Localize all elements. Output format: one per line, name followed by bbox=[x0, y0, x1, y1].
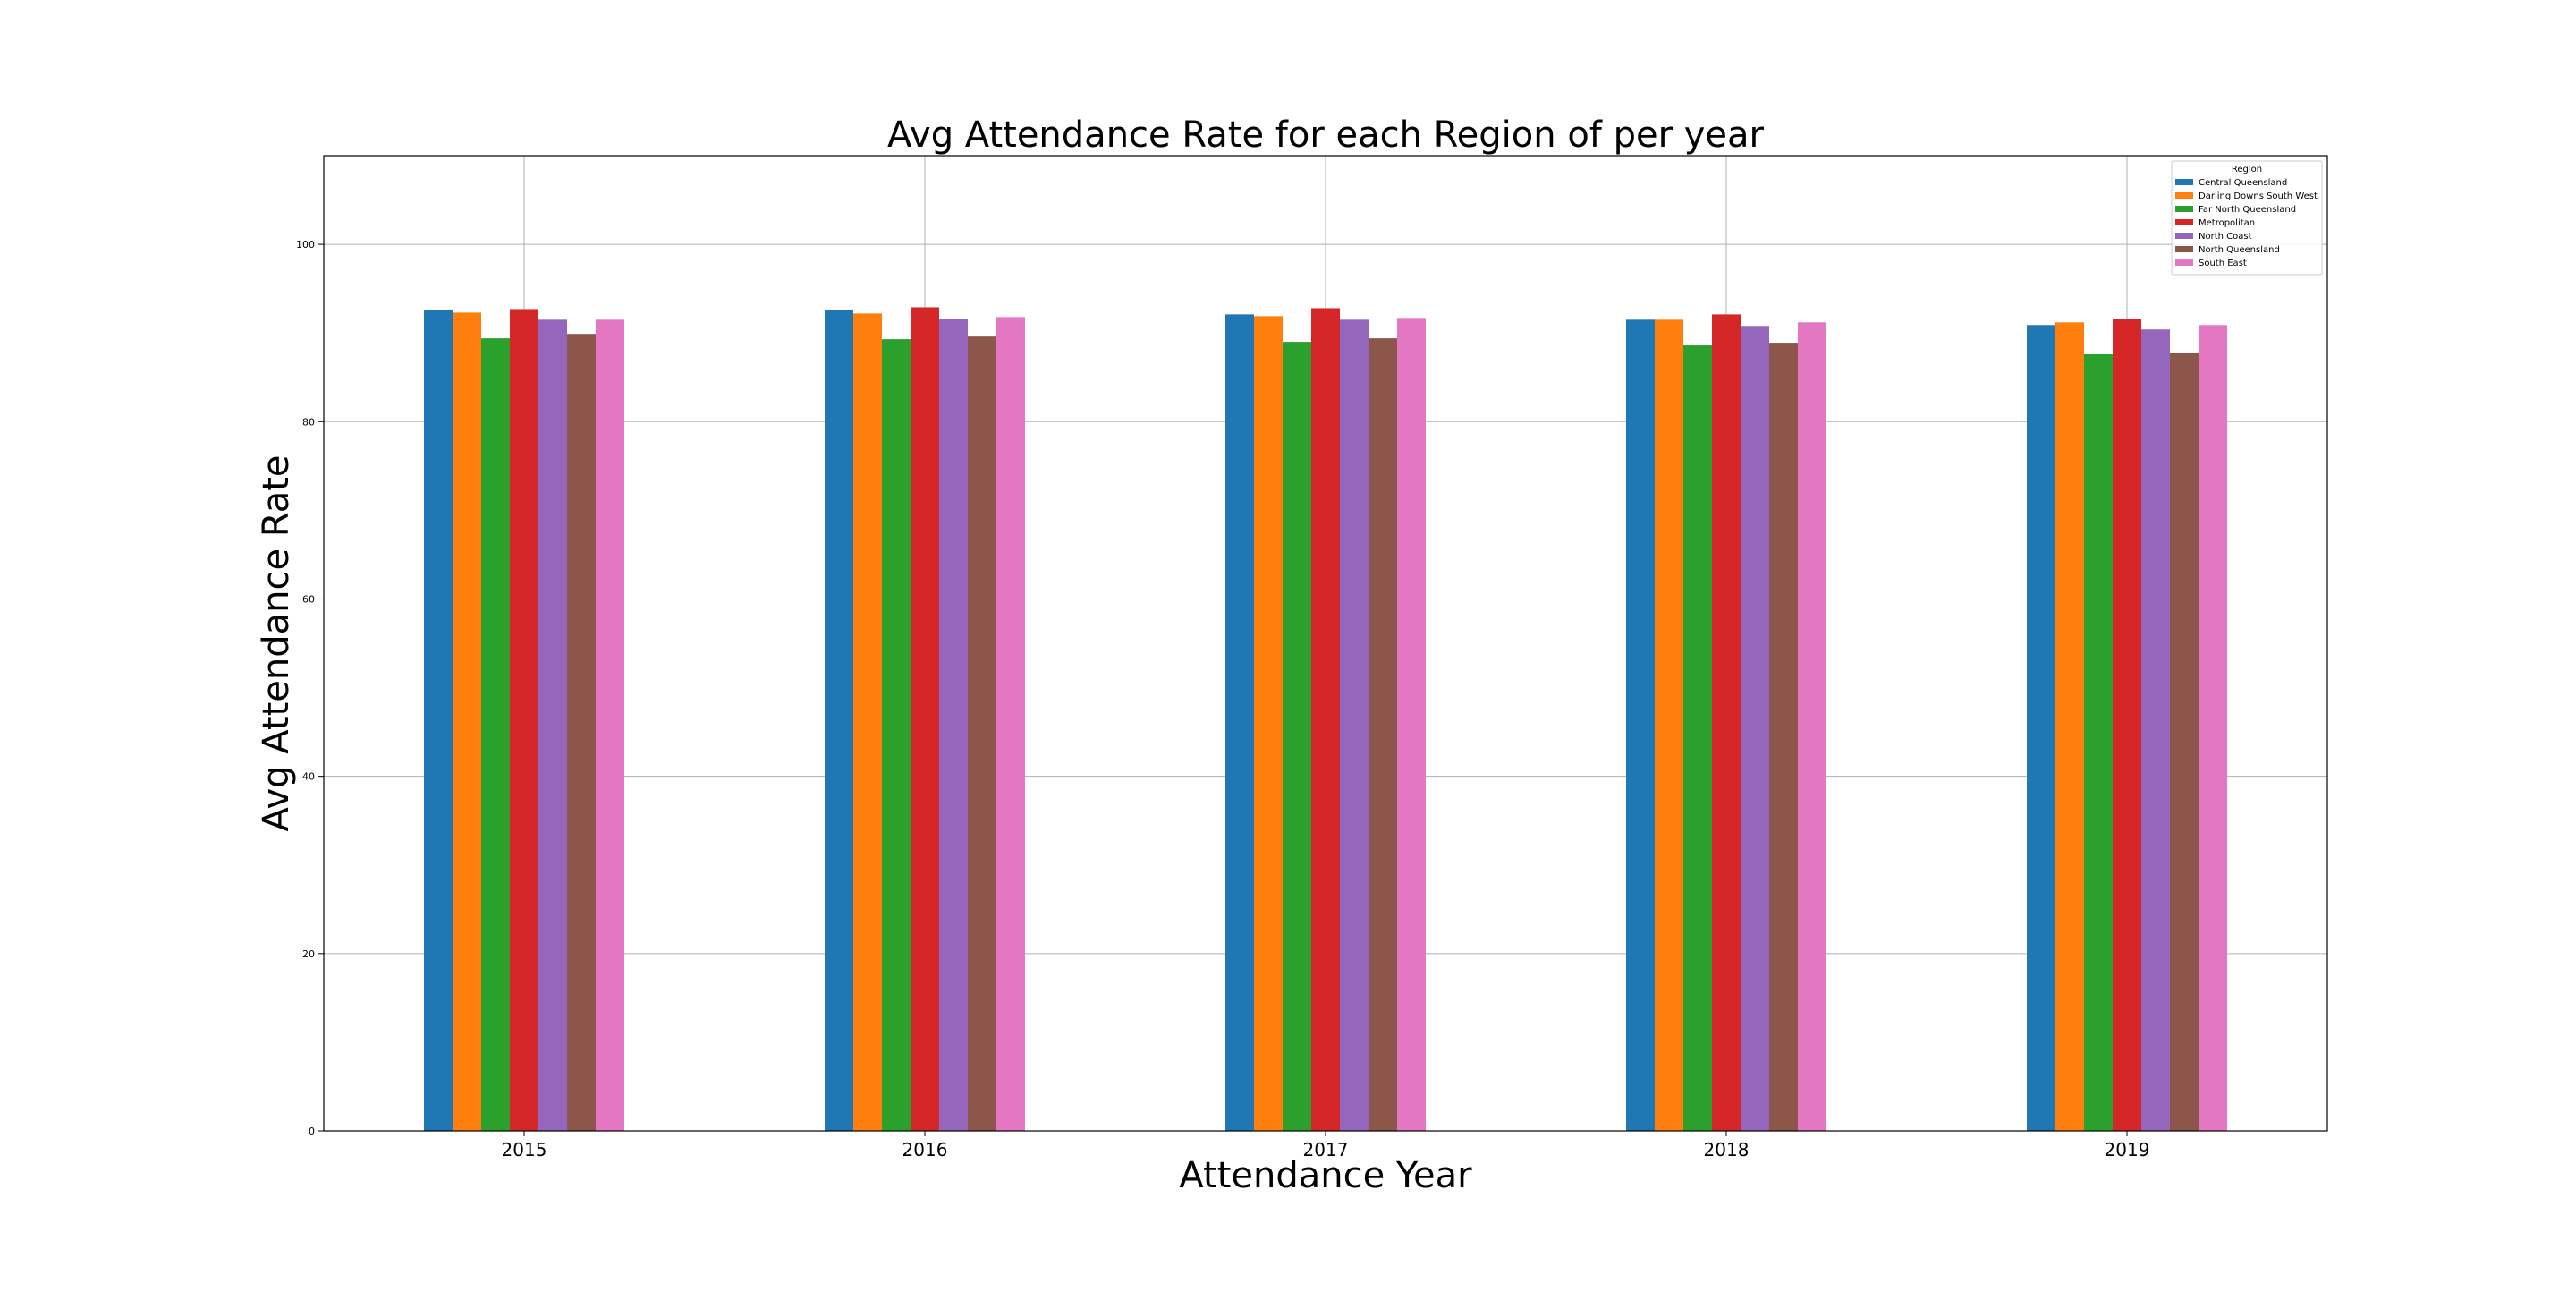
y-axis-label: Avg Attendance Rate bbox=[256, 455, 297, 831]
bar bbox=[1311, 308, 1340, 1131]
x-tick-label: 2015 bbox=[502, 1139, 547, 1160]
legend-swatch bbox=[2175, 179, 2193, 185]
legend-label: Central Queensland bbox=[2199, 178, 2287, 188]
legend-swatch bbox=[2175, 219, 2193, 225]
legend-title: Region bbox=[2232, 165, 2262, 174]
bar bbox=[453, 312, 481, 1132]
bar bbox=[538, 319, 567, 1131]
legend-label: Darling Downs South West bbox=[2199, 191, 2318, 201]
bar bbox=[2084, 353, 2113, 1131]
bar bbox=[2027, 325, 2055, 1131]
bar bbox=[939, 319, 968, 1131]
legend-label: North Queensland bbox=[2199, 245, 2280, 255]
legend-swatch bbox=[2175, 246, 2193, 252]
y-tick-label: 0 bbox=[309, 1126, 315, 1137]
bar bbox=[2055, 322, 2084, 1132]
y-axis: 0 20 40 60 80 100 bbox=[296, 239, 324, 1137]
bar bbox=[567, 334, 596, 1131]
x-tick-label: 2018 bbox=[1704, 1139, 1750, 1160]
bar bbox=[1254, 316, 1283, 1131]
bars bbox=[424, 307, 2227, 1132]
y-tick-label: 60 bbox=[302, 593, 315, 605]
bar bbox=[1712, 314, 1741, 1131]
legend-label: Metropolitan bbox=[2199, 218, 2255, 228]
x-tick-label: 2019 bbox=[2105, 1139, 2150, 1160]
y-tick-label: 80 bbox=[302, 416, 315, 428]
bar bbox=[481, 338, 510, 1131]
y-tick-label: 40 bbox=[302, 771, 315, 783]
x-tick-label: 2016 bbox=[902, 1139, 948, 1160]
bar bbox=[424, 310, 453, 1131]
x-axis-label: Attendance Year bbox=[1179, 1155, 1472, 1196]
y-tick-label: 20 bbox=[302, 948, 315, 960]
bar bbox=[1397, 318, 1426, 1131]
legend-label: South East bbox=[2199, 259, 2247, 268]
bar bbox=[1683, 345, 1712, 1131]
bar bbox=[853, 313, 882, 1131]
bar bbox=[2199, 325, 2227, 1131]
bar bbox=[882, 339, 911, 1132]
bar bbox=[996, 317, 1025, 1131]
x-axis: 2015 2016 2017 2018 2019 bbox=[502, 1131, 2150, 1160]
legend-swatch bbox=[2175, 233, 2193, 239]
bar bbox=[1655, 319, 1683, 1131]
bar bbox=[1626, 319, 1655, 1131]
legend-swatch bbox=[2175, 259, 2193, 266]
bar bbox=[1283, 342, 1311, 1131]
x-tick-label: 2017 bbox=[1303, 1139, 1349, 1160]
bar bbox=[1225, 314, 1254, 1131]
bar bbox=[510, 309, 538, 1132]
bar bbox=[2170, 352, 2199, 1131]
chart-title: Avg Attendance Rate for each Region of p… bbox=[887, 115, 1765, 156]
bar bbox=[825, 310, 853, 1131]
legend-swatch bbox=[2175, 206, 2193, 212]
bar bbox=[596, 319, 624, 1131]
legend-swatch bbox=[2175, 192, 2193, 199]
bar bbox=[1798, 322, 1826, 1132]
bar bbox=[1340, 319, 1368, 1131]
legend-label: Far North Queensland bbox=[2199, 205, 2296, 215]
bar bbox=[968, 336, 996, 1131]
bar bbox=[911, 307, 939, 1132]
legend-label: North Coast bbox=[2199, 232, 2252, 242]
legend: Region Central Queensland Darling Downs So… bbox=[2171, 160, 2323, 276]
legend-box bbox=[2171, 160, 2323, 276]
bar bbox=[1741, 326, 1769, 1132]
bar bbox=[2113, 319, 2141, 1131]
bar bbox=[1368, 338, 1397, 1131]
bar bbox=[1769, 343, 1798, 1132]
y-tick-label: 100 bbox=[296, 239, 315, 251]
bar bbox=[2141, 329, 2170, 1132]
